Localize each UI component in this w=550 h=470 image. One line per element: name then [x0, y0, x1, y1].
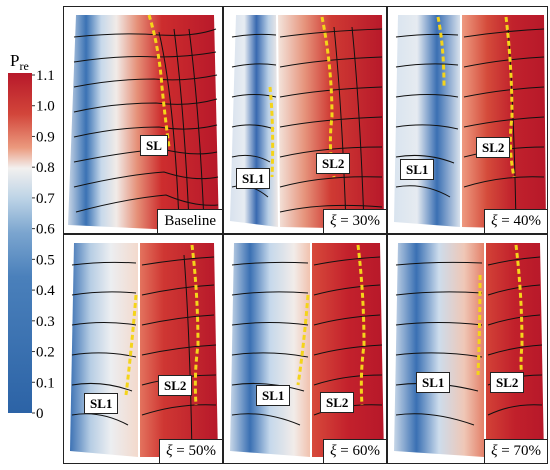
streamlines [231, 256, 383, 426]
label-sl1: SL1 [236, 168, 271, 189]
blade-surface-rear [462, 15, 546, 229]
blade-surface-rear [312, 243, 384, 457]
separation-line-1 [476, 274, 482, 376]
separation-line-2 [190, 244, 200, 406]
label-sl2: SL2 [320, 392, 355, 413]
blade-surface-rear [140, 243, 218, 457]
colorbar-tick-label: 0.6 [36, 222, 55, 238]
pressure-contour [394, 243, 544, 457]
panel-xi-40: SL1 SL2 ξ = 40% [387, 6, 548, 234]
colorbar: Pre 1.1 1.0 0.9 0.8 0.7 0.6 0.5 0.4 0.3 0.2 0.1 0 [8, 51, 55, 422]
colorbar-tick-label: 0.4 [36, 283, 55, 299]
caption-xi-60: ξ = 60% [323, 439, 386, 463]
pressure-contour [68, 14, 219, 232]
pressure-contour [70, 243, 218, 457]
label-sl2: SL2 [316, 153, 351, 174]
pressure-contour [230, 243, 384, 457]
colorbar-tick-label: 0.1 [36, 375, 55, 391]
colorbar-tick-label: 0.7 [36, 191, 55, 207]
caption-baseline: Baseline [157, 209, 222, 233]
blade-surface-front [394, 15, 460, 227]
label-sl1: SL1 [84, 393, 119, 414]
colorbar-tick-label: 0.9 [36, 129, 55, 145]
separation-line-1 [268, 86, 275, 178]
separation-line [147, 14, 171, 148]
separation-line-1 [124, 294, 138, 396]
blade-surface-rear [486, 243, 544, 457]
label-sl2: SL2 [476, 137, 511, 158]
colorbar-label: Pre [10, 51, 29, 73]
panel-xi-50: SL1 SL2 ξ = 50% [63, 234, 223, 464]
blade-surface-front [394, 243, 484, 457]
panel-baseline: SL Baseline [63, 6, 223, 234]
separation-line-2 [514, 244, 524, 376]
streamlines [71, 254, 217, 456]
pressure-contour [394, 15, 546, 229]
caption-xi-40: ξ = 40% [484, 209, 547, 233]
panel-xi-60: SL1 SL2 ξ = 60% [223, 234, 387, 464]
label-sl1: SL1 [400, 159, 435, 180]
separation-line-2 [356, 244, 366, 406]
blade-surface [68, 15, 219, 232]
caption-xi-70: ξ = 70% [484, 439, 547, 463]
caption-xi-30: ξ = 30% [323, 209, 386, 233]
label-sl1: SL1 [256, 385, 291, 406]
caption-xi-50: ξ = 50% [159, 439, 222, 463]
colorbar-gradient [8, 73, 32, 413]
colorbar-tick-label: 0.8 [36, 160, 55, 176]
label-sl2: SL2 [158, 375, 193, 396]
separation-line-1 [436, 16, 446, 88]
panel-xi-70: SL1 SL2 ξ = 70% [387, 234, 548, 464]
colorbar-tick-label: 0.3 [36, 314, 55, 330]
separation-line-2 [504, 16, 516, 178]
colorbar-tick-label: 1.1 [36, 68, 55, 84]
blade-surface-front [230, 243, 310, 457]
label-sl2: SL2 [490, 372, 525, 393]
colorbar-tick-label: 0.2 [36, 345, 55, 361]
label-sl: SL [140, 135, 168, 156]
colorbar-tick-label: 0 [36, 406, 44, 422]
label-sl1: SL1 [416, 372, 451, 393]
colorbar-tick-label: 0.5 [36, 252, 55, 268]
colorbar-tick-label: 1.0 [36, 99, 55, 115]
pressure-contour [230, 15, 384, 229]
separation-line-1 [296, 294, 310, 386]
panel-xi-30: SL1 SL2 ξ = 30% [223, 6, 387, 234]
